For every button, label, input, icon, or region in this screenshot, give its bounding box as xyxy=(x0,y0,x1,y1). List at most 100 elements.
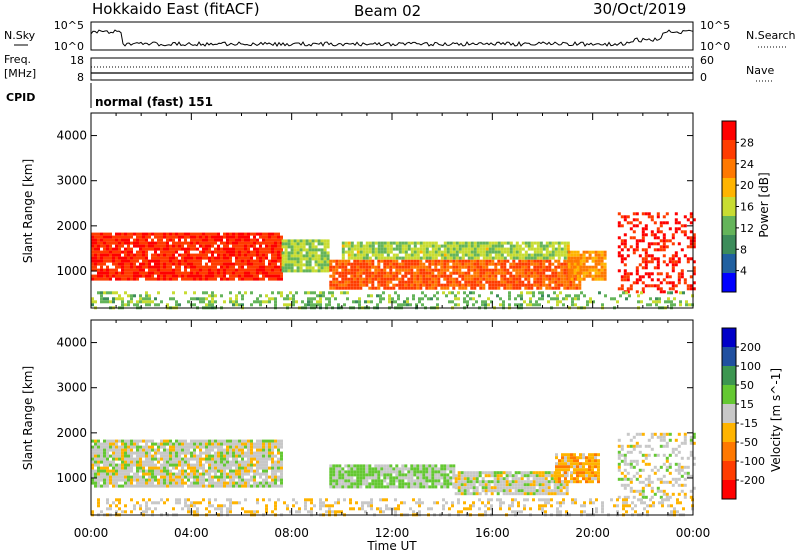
power-cell xyxy=(662,242,666,246)
power-cell xyxy=(118,265,121,269)
power-cell xyxy=(470,250,474,254)
power-cell xyxy=(680,230,684,234)
power-cell xyxy=(256,232,259,236)
velocity-cell xyxy=(617,462,621,466)
velocity-cell xyxy=(214,442,217,446)
power-cell xyxy=(281,251,285,255)
velocity-cell xyxy=(463,483,467,487)
power-cell xyxy=(280,235,283,239)
velocity-cell xyxy=(532,483,536,487)
velocity-cell xyxy=(166,469,169,473)
power-cell xyxy=(509,277,513,281)
power-cell xyxy=(554,250,558,254)
power-cell xyxy=(688,303,691,307)
velocity-cell xyxy=(529,480,533,484)
power-cell xyxy=(365,277,369,281)
power-cell xyxy=(154,244,157,248)
velocity-cell xyxy=(452,467,456,471)
power-cell xyxy=(500,253,504,257)
power-cell xyxy=(680,224,684,228)
velocity-cell xyxy=(356,473,360,477)
power-cell xyxy=(241,253,244,257)
velocity-cell xyxy=(199,478,202,482)
power-cell xyxy=(404,271,408,275)
power-cell xyxy=(169,250,172,254)
power-cell xyxy=(226,235,229,239)
velocity-cell xyxy=(250,442,253,446)
power-cell xyxy=(238,268,241,272)
power-cell xyxy=(259,247,262,251)
power-cell xyxy=(407,244,411,248)
power-cell xyxy=(211,268,214,272)
velocity-cell xyxy=(271,445,274,449)
power-cell xyxy=(494,268,498,272)
power-cell xyxy=(653,221,657,225)
power-cell xyxy=(118,235,121,239)
power-cell xyxy=(467,262,471,266)
velocity-cell xyxy=(178,451,181,455)
velocity-cell xyxy=(520,474,524,478)
velocity-cell xyxy=(154,448,157,452)
power-cell xyxy=(151,232,154,236)
power-cell xyxy=(392,286,396,290)
power-cell xyxy=(655,303,658,307)
velocity-cell xyxy=(106,478,109,482)
power-cell xyxy=(494,262,498,266)
power-cell xyxy=(208,250,211,254)
velocity-cell xyxy=(124,442,127,446)
power-colorbar-tick-label: 16 xyxy=(740,201,754,214)
power-cell xyxy=(262,253,265,257)
power-cell xyxy=(422,283,426,287)
power-cell xyxy=(467,274,471,278)
power-cell xyxy=(277,250,280,254)
power-cell xyxy=(440,271,444,275)
velocity-cell xyxy=(130,451,133,455)
velocity-cell xyxy=(665,480,669,484)
power-cell xyxy=(443,247,447,251)
power-cell xyxy=(262,259,265,263)
power-cell xyxy=(169,262,172,266)
velocity-cell xyxy=(585,456,588,460)
velocity-cell xyxy=(680,489,684,493)
velocity-cell xyxy=(431,479,435,483)
velocity-cell xyxy=(428,485,432,489)
velocity-cell xyxy=(112,457,115,461)
velocity-cell xyxy=(347,482,351,486)
power-cell xyxy=(413,247,417,251)
power-cell xyxy=(241,259,244,263)
velocity-cell xyxy=(268,457,271,461)
power-cell xyxy=(344,250,348,254)
power-cell xyxy=(91,277,94,281)
velocity-cell xyxy=(118,475,121,479)
power-cell xyxy=(401,286,405,290)
velocity-cell xyxy=(223,439,226,443)
power-cell xyxy=(671,254,675,258)
power-cell xyxy=(103,241,106,245)
velocity-cell xyxy=(644,495,648,499)
power-cell xyxy=(567,277,571,281)
power-cell xyxy=(112,235,115,239)
power-cell xyxy=(545,256,549,260)
power-cell xyxy=(563,262,567,266)
power-cell xyxy=(464,286,468,290)
velocity-cell xyxy=(635,441,639,445)
velocity-cell xyxy=(469,471,473,475)
power-cell xyxy=(250,271,253,275)
velocity-cell xyxy=(112,454,115,458)
power-cell xyxy=(328,291,331,295)
power-cell xyxy=(449,283,453,287)
power-cell xyxy=(560,271,564,275)
velocity-cell xyxy=(181,457,184,461)
power-cell xyxy=(416,271,420,275)
power-cell xyxy=(169,274,172,278)
velocity-cell xyxy=(564,462,567,466)
power-cell xyxy=(274,303,277,307)
power-cell xyxy=(686,287,690,291)
power-cell xyxy=(656,230,660,234)
power-cell xyxy=(470,268,474,272)
power-cell xyxy=(265,294,268,298)
velocity-cell xyxy=(256,463,259,467)
power-cell xyxy=(136,303,139,307)
power-cell xyxy=(482,262,486,266)
power-cell xyxy=(656,248,660,252)
